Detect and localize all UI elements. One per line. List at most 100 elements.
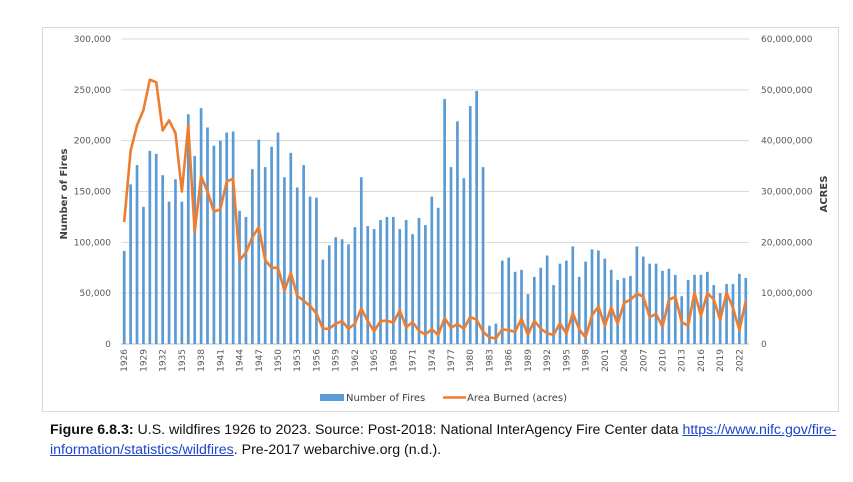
bar-1995: [565, 260, 568, 344]
bar-1944: [238, 210, 241, 344]
bar-1969: [398, 229, 402, 344]
bar-1951: [283, 177, 286, 344]
bar-1950: [276, 132, 280, 344]
caption-text-end: . Pre-2017 webarchive.org (n.d.).: [233, 442, 442, 458]
x-tick-label: 1980: [466, 349, 476, 372]
x-tick-label: 1935: [178, 349, 188, 372]
left-tick-label: 300,000: [74, 35, 111, 45]
right-axis-ticks: 0 10,000,000 20,000,000 30,000,000 40,000,00…: [761, 35, 813, 350]
bar-series-number-of-fires: [122, 90, 748, 344]
bar-2017: [706, 271, 709, 344]
bar-1979: [462, 178, 466, 344]
bar-1946: [251, 169, 254, 344]
x-tick-label: 1932: [159, 349, 169, 372]
bar-1957: [321, 259, 325, 344]
bar-1937: [193, 155, 197, 344]
bar-2012: [673, 274, 677, 344]
bar-1967: [385, 216, 389, 344]
bar-1933: [167, 201, 171, 344]
bar-1952: [289, 152, 293, 344]
x-tick-label: 2007: [639, 349, 649, 372]
x-tick-label: 1992: [543, 349, 553, 372]
x-tick-label: 1977: [447, 349, 457, 372]
x-tick-label: 2019: [716, 349, 726, 372]
right-tick-label: 40,000,000: [761, 137, 813, 147]
bar-1993: [552, 285, 555, 344]
x-tick-label: 1971: [409, 349, 419, 372]
x-tick-label: 1938: [197, 349, 207, 372]
bar-1987: [513, 271, 517, 344]
bar-1949: [270, 146, 273, 344]
bar-1926: [122, 250, 126, 344]
right-tick-label: 50,000,000: [761, 86, 813, 96]
x-tick-label: 1944: [236, 349, 246, 372]
x-axis-ticks: 1926 1929 1932 1935 1938 1941 1944 1947 1950 1953…: [120, 349, 745, 372]
bar-1966: [379, 219, 382, 344]
bar-1994: [558, 263, 562, 344]
bar-2004: [622, 277, 626, 344]
right-tick-label: 0: [761, 340, 767, 350]
x-tick-label: 1962: [351, 349, 361, 372]
bar-1964: [366, 226, 370, 344]
x-tick-label: 1995: [562, 349, 572, 372]
bar-1981: [475, 90, 478, 344]
x-tick-label: 1974: [428, 349, 438, 372]
right-tick-label: 20,000,000: [761, 238, 813, 248]
bar-1990: [532, 276, 536, 344]
bar-1941: [218, 140, 222, 344]
bar-1955: [308, 196, 312, 344]
bar-2008: [648, 263, 652, 344]
x-tick-label: 1998: [582, 349, 592, 372]
left-tick-label: 50,000: [80, 289, 112, 299]
x-tick-label: 2016: [697, 349, 707, 372]
bar-2020: [725, 284, 728, 344]
right-axis-title: ACRES: [819, 176, 830, 213]
bar-1998: [584, 261, 587, 344]
bar-1940: [212, 145, 216, 344]
bar-2023: [744, 277, 748, 344]
bar-1996: [571, 246, 575, 344]
bar-1953: [295, 187, 299, 344]
bar-1943: [231, 131, 235, 344]
bar-1974: [430, 196, 434, 344]
bar-2001: [603, 258, 607, 344]
bar-1934: [174, 179, 177, 344]
bar-1956: [315, 197, 318, 344]
bar-1929: [142, 206, 145, 344]
bar-1961: [347, 244, 350, 344]
bar-1932: [161, 175, 164, 344]
caption-label: Figure 6.8.3:: [50, 422, 134, 438]
bar-2022: [738, 273, 741, 344]
bar-1965: [372, 229, 376, 344]
x-tick-label: 2022: [735, 349, 745, 372]
line-series-area-burned: [122, 78, 748, 340]
bar-1988: [520, 269, 523, 344]
bar-1936: [186, 114, 190, 344]
bar-2000: [597, 250, 600, 344]
bar-2016: [699, 274, 703, 344]
x-tick-label: 1965: [370, 349, 380, 372]
wildfire-chart: 0 50,000 100,000 150,000 200,000 250,000 300,0…: [59, 35, 830, 404]
bar-1930: [148, 150, 152, 344]
bar-1972: [417, 217, 421, 344]
x-tick-label: 1983: [485, 349, 495, 372]
bar-1947: [257, 139, 261, 344]
bar-1970: [404, 219, 408, 344]
x-tick-label: 1986: [505, 349, 515, 372]
left-tick-label: 200,000: [74, 137, 111, 147]
legend: Number of Fires Area Burned (acres): [320, 393, 567, 404]
bar-1927: [129, 184, 132, 344]
bar-1980: [468, 106, 472, 344]
bar-2003: [616, 279, 619, 344]
bar-1973: [424, 225, 427, 344]
source-link[interactable]: https://www.nifc.gov/fire-information/st…: [50, 422, 837, 458]
x-tick-label: 1947: [255, 349, 265, 372]
left-axis-ticks: 0 50,000 100,000 150,000 200,000 250,000 300,0…: [74, 35, 111, 350]
bar-1975: [436, 207, 440, 344]
x-tick-label: 2004: [620, 349, 630, 372]
left-tick-label: 250,000: [74, 86, 111, 96]
bar-2010: [661, 270, 664, 344]
x-tick-label: 1989: [524, 349, 534, 372]
left-axis-title: Number of Fires: [59, 149, 70, 240]
bar-1954: [302, 165, 305, 344]
